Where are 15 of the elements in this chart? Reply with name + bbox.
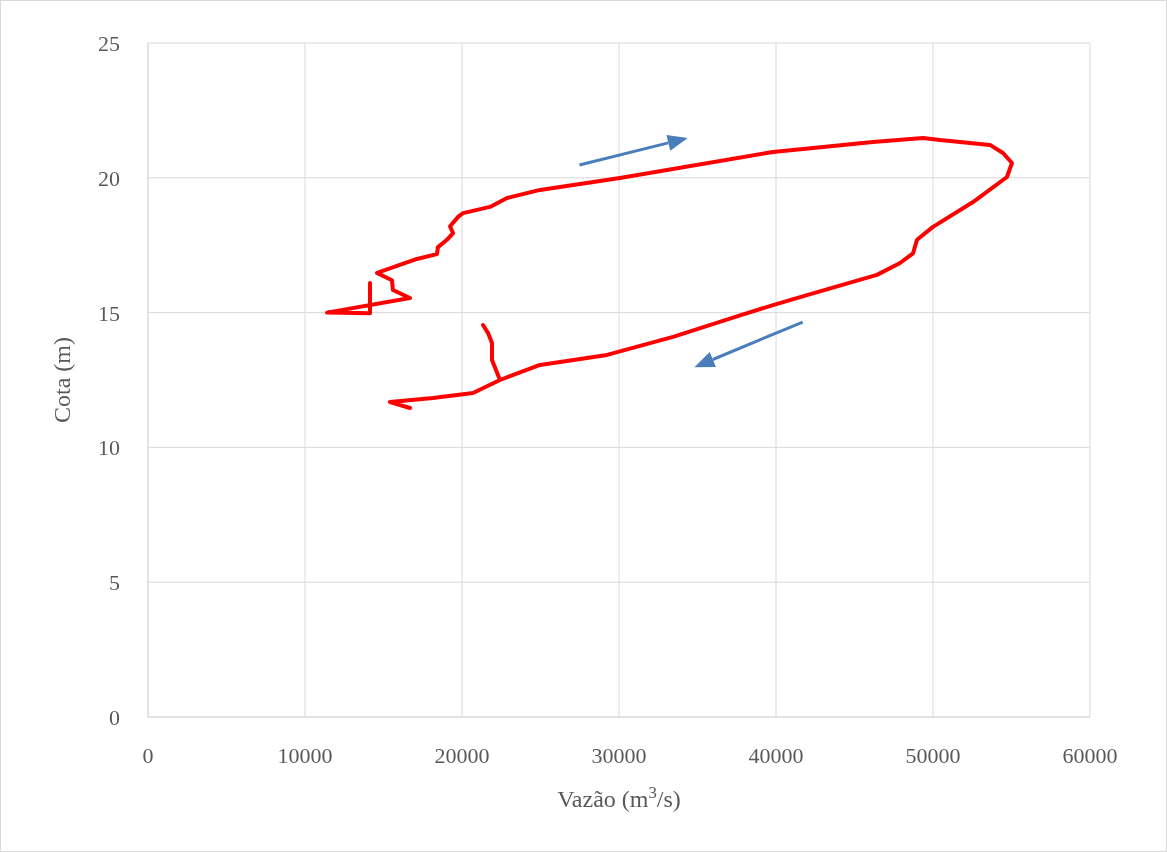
x-tick-label: 40000: [748, 743, 804, 768]
y-tick-label: 10: [98, 435, 120, 461]
x-tick-label: 50000: [905, 743, 961, 768]
x-tick-label: 60000: [1062, 743, 1118, 768]
x-tick-label: 30000: [591, 743, 647, 768]
y-tick-label: 15: [98, 300, 120, 326]
x-tick-label: 0: [142, 743, 154, 768]
y-tick-label: 25: [98, 31, 120, 56]
x-tick-label: 20000: [434, 743, 490, 768]
x-axis-title: Vazão (m$^{3}$/s): [557, 782, 681, 812]
y-tick-label: 0: [109, 705, 120, 730]
y-tick-label: 5: [109, 570, 120, 596]
x-tick-label: 10000: [277, 743, 333, 768]
y-tick-label: 20: [98, 165, 120, 191]
y-axis-title: Cota (m): [49, 337, 75, 423]
